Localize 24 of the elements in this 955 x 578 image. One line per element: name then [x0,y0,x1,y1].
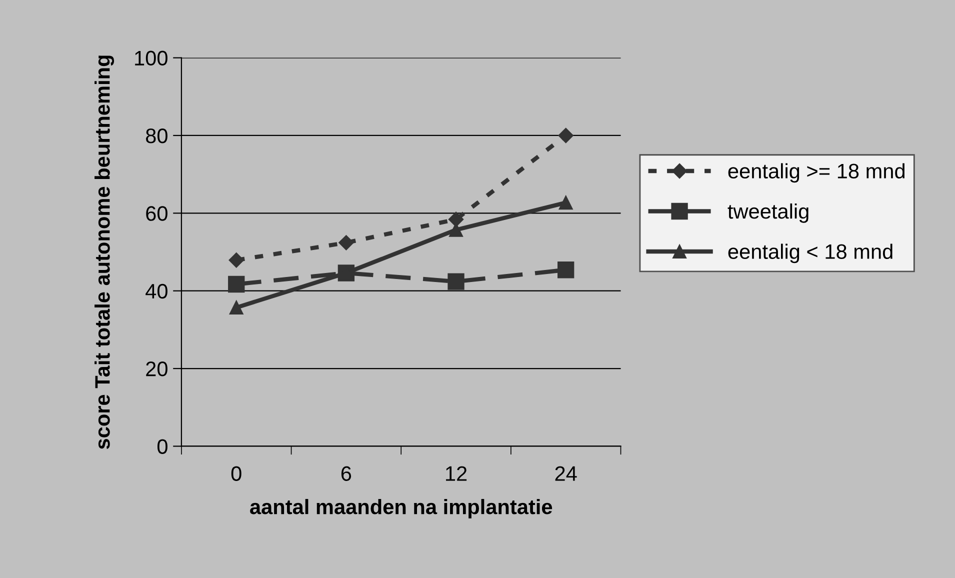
point [228,276,245,293]
y-axis-title: score Tait totale autonome beurtneming [94,56,114,450]
point [558,262,574,278]
point [558,196,573,210]
point [558,128,574,144]
point [229,300,244,314]
y-tick-label: 20 [146,362,168,376]
x-axis-title: aantal maanden na implantatie [250,498,552,518]
legend-label: eentalig < 18 mnd [728,244,892,264]
x-tick-label: 6 [341,466,352,481]
legend-label: eentalig >= 18 mnd [728,163,904,183]
y-tick-label: 40 [146,284,168,299]
legend-label: tweetalig [728,203,808,223]
point [228,252,244,268]
y-tick-label: 60 [146,206,168,221]
x-tick-label: 24 [555,466,577,481]
x-tick-label: 12 [446,466,467,481]
y-tick-label: 80 [146,128,168,144]
point [448,273,464,290]
point [448,212,464,227]
point [338,235,354,250]
y-tick-label: 100 [135,50,168,66]
x-tick-label: 0 [231,466,242,481]
y-tick-label: 0 [157,439,168,454]
